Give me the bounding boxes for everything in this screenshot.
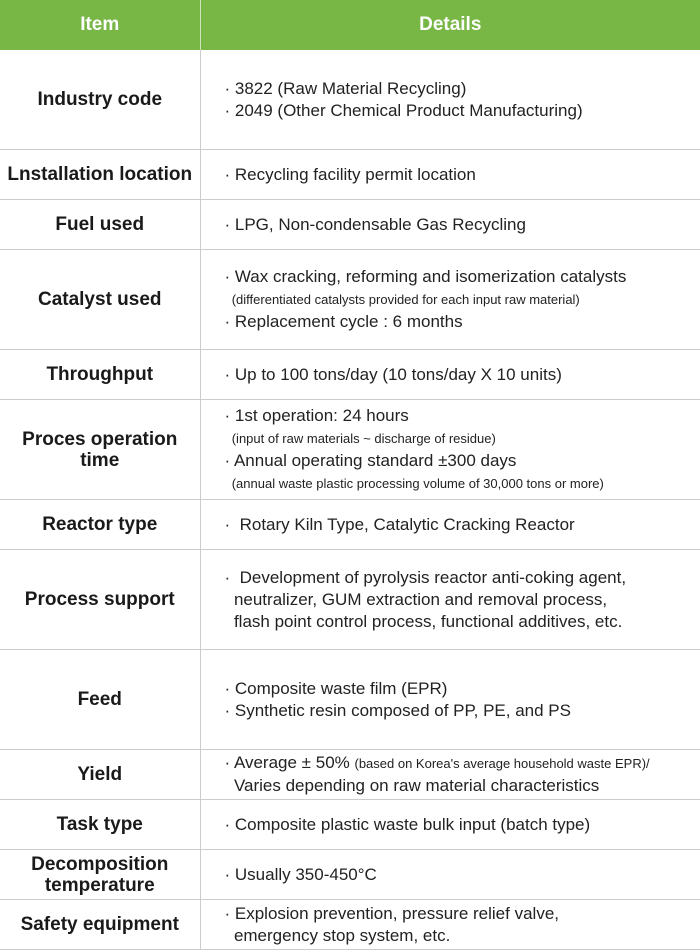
detail-line: · 3822 (Raw Material Recycling): [225, 78, 700, 100]
details-cell: · Composite waste film (EPR) · Synthetic …: [199, 649, 700, 750]
detail-text: · Average ± 50%: [224, 753, 355, 772]
header-item: Item: [0, 0, 200, 50]
item-cell: Feed: [0, 649, 201, 750]
detail-line: neutralizer, GUM extraction and removal …: [225, 589, 700, 611]
item-cell: Throughput: [0, 349, 201, 400]
detail-text: · Synthetic resin composed of PP, PE, an…: [224, 700, 571, 720]
detail-text: · Recycling facility permit location: [224, 164, 476, 184]
detail-text: · Wax cracking, reforming and isomerizat…: [224, 267, 627, 286]
table-row: Reactor type · Rotary Kiln Type, Catalyti…: [0, 499, 700, 550]
detail-text: neutralizer, GUM extraction and removal …: [224, 589, 608, 609]
detail-text: · 2049 (Other Chemical Product Manufactu…: [224, 100, 583, 120]
item-cell: Lnstallation location: [0, 149, 201, 200]
item-cell: Decomposition temperature: [0, 849, 201, 900]
table-row: Throughput · Up to 100 tons/day (10 tons/…: [0, 349, 700, 400]
detail-line: · Rotary Kiln Type, Catalytic Cracking R…: [225, 514, 700, 536]
details-cell: · Up to 100 tons/day (10 tons/day X 10 u…: [199, 349, 700, 400]
detail-line: · Recycling facility permit location: [225, 164, 700, 186]
detail-line: · Replacement cycle : 6 months: [225, 311, 700, 333]
detail-line: · Synthetic resin composed of PP, PE, an…: [225, 700, 700, 722]
detail-note: (differentiated catalysts provided for e…: [224, 292, 580, 307]
detail-line: · Development of pyrolysis reactor anti-…: [225, 567, 700, 589]
header-row: Item Details: [0, 0, 700, 50]
item-cell: Task type: [0, 799, 201, 850]
detail-line: Varies depending on raw material charact…: [225, 775, 700, 797]
details-cell: · LPG, Non-condensable Gas Recycling: [199, 199, 700, 250]
detail-line: · Composite plastic waste bulk input (ba…: [225, 814, 700, 836]
table-row: Safety equipment · Explosion prevention, …: [0, 899, 700, 950]
details-cell: · Rotary Kiln Type, Catalytic Cracking R…: [199, 499, 700, 550]
detail-text: · 1st operation: 24 hours: [224, 405, 409, 425]
detail-line: (differentiated catalysts provided for e…: [225, 288, 700, 311]
item-cell: Reactor type: [0, 499, 201, 550]
detail-text: · Up to 100 tons/day (10 tons/day X 10 u…: [224, 364, 562, 384]
detail-text: · 3822 (Raw Material Recycling): [224, 78, 467, 98]
table-row: Task type · Composite plastic waste bulk …: [0, 799, 700, 850]
detail-line: · Usually 350-450°C: [225, 864, 700, 886]
table-row: Fuel used · LPG, Non-condensable Gas Recy…: [0, 199, 700, 250]
detail-text: · Usually 350-450°C: [224, 864, 377, 884]
detail-text: · Composite plastic waste bulk input (ba…: [224, 814, 591, 834]
table-row: Feed · Composite waste film (EPR) · Synthe…: [0, 649, 700, 750]
table-row: Catalyst used · Wax cracking, reforming a…: [0, 249, 700, 350]
detail-note: (input of raw materials ~ discharge of r…: [224, 430, 496, 446]
detail-text: · LPG, Non-condensable Gas Recycling: [224, 214, 526, 234]
detail-note: (annual waste plastic processing volume …: [224, 475, 604, 491]
table-row: Lnstallation location · Recycling facilit…: [0, 149, 700, 200]
item-cell: Safety equipment: [0, 899, 201, 950]
detail-text: flash point control process, functional …: [224, 611, 623, 631]
details-cell: · Wax cracking, reforming and isomerizat…: [199, 249, 700, 350]
detail-text: · Replacement cycle : 6 months: [224, 312, 463, 331]
details-cell: · 1st operation: 24 hours (input of raw …: [199, 399, 700, 500]
detail-line: · LPG, Non-condensable Gas Recycling: [225, 214, 700, 236]
detail-text: emergency stop system, etc.: [224, 925, 451, 945]
detail-line: emergency stop system, etc.: [225, 925, 700, 947]
detail-line: · Average ± 50% (based on Korea's averag…: [225, 752, 700, 775]
detail-line: · 1st operation: 24 hours: [225, 405, 700, 427]
detail-line: · Composite waste film (EPR): [225, 678, 700, 700]
item-cell: Fuel used: [0, 199, 201, 250]
details-cell: · 3822 (Raw Material Recycling) · 2049 (O…: [199, 50, 700, 150]
detail-text: Varies depending on raw material charact…: [224, 776, 600, 795]
table-row: Decomposition temperature · Usually 350-4…: [0, 849, 700, 900]
item-cell: Industry code: [0, 50, 201, 150]
details-cell: · Recycling facility permit location: [199, 149, 700, 200]
detail-text: · Development of pyrolysis reactor anti-…: [224, 567, 627, 587]
details-cell: · Explosion prevention, pressure relief …: [199, 899, 700, 950]
detail-line: flash point control process, functional …: [225, 611, 700, 633]
details-cell: · Usually 350-450°C: [199, 849, 700, 900]
table-row: Yield · Average ± 50% (based on Korea's a…: [0, 749, 700, 800]
detail-line: · Up to 100 tons/day (10 tons/day X 10 u…: [225, 364, 700, 386]
item-cell: Yield: [0, 749, 201, 800]
detail-line: · Wax cracking, reforming and isomerizat…: [225, 266, 700, 288]
detail-line: · 2049 (Other Chemical Product Manufactu…: [225, 100, 700, 122]
detail-text: · Annual operating standard ±300 days: [224, 450, 517, 470]
details-cell: · Composite plastic waste bulk input (ba…: [199, 799, 700, 850]
table-row: Proces operation time · 1st operation: 24…: [0, 399, 700, 500]
details-cell: · Development of pyrolysis reactor anti-…: [199, 549, 700, 650]
item-cell: Process support: [0, 549, 201, 650]
table-row: Industry code · 3822 (Raw Material Recycl…: [0, 50, 700, 150]
detail-note: (based on Korea's average household wast…: [354, 756, 650, 771]
detail-text: · Explosion prevention, pressure relief …: [224, 903, 560, 923]
header-details: Details: [199, 0, 700, 50]
item-cell: Proces operation time: [0, 399, 201, 500]
item-cell: Catalyst used: [0, 249, 201, 350]
detail-line: · Annual operating standard ±300 days: [225, 450, 700, 472]
detail-text: · Composite waste film (EPR): [224, 678, 448, 698]
details-cell: · Average ± 50% (based on Korea's averag…: [199, 749, 700, 800]
detail-line: (input of raw materials ~ discharge of r…: [225, 427, 700, 450]
table-row: Process support · Development of pyrolysi…: [0, 549, 700, 650]
detail-text: · Rotary Kiln Type, Catalytic Cracking R…: [224, 514, 575, 534]
detail-line: · Explosion prevention, pressure relief …: [225, 903, 700, 925]
table-body: Industry code · 3822 (Raw Material Recycl…: [0, 50, 700, 950]
detail-line: (annual waste plastic processing volume …: [225, 472, 700, 495]
